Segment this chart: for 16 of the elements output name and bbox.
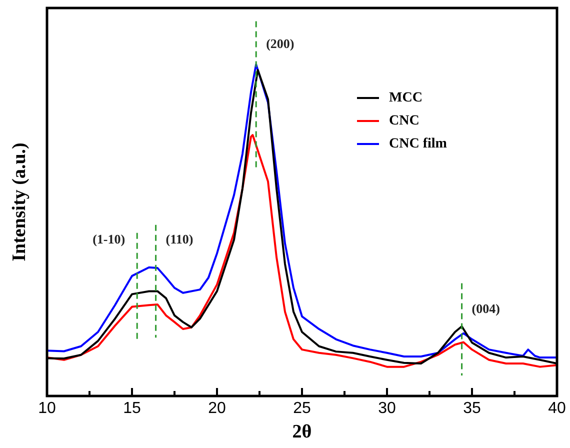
x-axis-title: 2θ (292, 422, 312, 443)
x-tick-label: 10 (38, 400, 56, 418)
x-tick-label: 30 (378, 400, 396, 418)
legend-label: CNC (389, 114, 420, 129)
annotation: (1-10) (92, 231, 126, 246)
x-tick-label: 35 (463, 400, 481, 418)
x-tick-label: 40 (548, 400, 566, 418)
y-axis-title: Intensity (a.u.) (8, 142, 30, 262)
x-tick-label: 25 (293, 400, 311, 418)
annotation: (110) (166, 231, 194, 246)
annotation: (004) (472, 301, 500, 316)
x-tick-label: 15 (123, 400, 141, 418)
x-tick-label: 20 (208, 400, 226, 418)
legend-label: CNC film (389, 136, 448, 152)
legend-label: MCC (389, 90, 422, 106)
annotation: (200) (266, 36, 294, 51)
